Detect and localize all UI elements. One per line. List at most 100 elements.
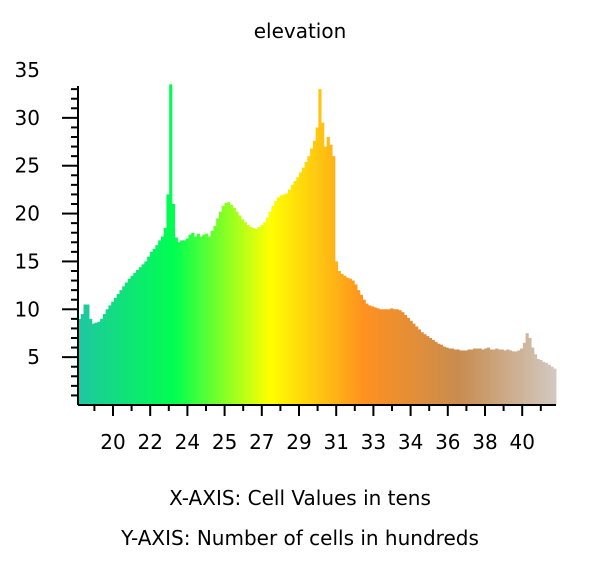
histogram-bar xyxy=(522,342,526,405)
y-tick-label: 25 xyxy=(15,154,40,178)
histogram-bar xyxy=(163,227,167,405)
histogram-bar xyxy=(274,201,278,405)
histogram-bar xyxy=(152,248,156,405)
histogram-bar xyxy=(329,144,333,405)
histogram-bar xyxy=(238,215,242,405)
histogram-bar xyxy=(144,261,148,405)
histogram-bar xyxy=(492,349,496,405)
x-tick-label: 25 xyxy=(212,430,237,454)
bars-group xyxy=(78,84,557,406)
histogram-bar xyxy=(180,240,184,405)
histogram-bar xyxy=(246,225,250,405)
histogram-bar xyxy=(323,146,328,405)
x-tick-label: 31 xyxy=(323,430,348,454)
histogram-bar xyxy=(373,307,377,405)
histogram-bar xyxy=(136,270,140,405)
histogram-bar xyxy=(97,321,101,405)
y-tick-label: 20 xyxy=(15,202,40,226)
histogram-bar xyxy=(149,251,153,405)
histogram-bar xyxy=(470,349,474,405)
histogram-bar xyxy=(426,336,430,405)
histogram-bar xyxy=(282,194,286,405)
histogram-bar xyxy=(271,205,275,405)
histogram-bar xyxy=(196,233,200,405)
histogram-bar xyxy=(218,211,223,405)
histogram-bar xyxy=(235,211,239,405)
histogram-bar xyxy=(252,227,256,405)
histogram-bar xyxy=(229,204,234,405)
histogram-bar xyxy=(221,205,225,405)
histogram-bar xyxy=(547,364,551,405)
histogram-bar xyxy=(539,360,543,405)
histogram-bar xyxy=(509,350,513,405)
histogram-bar xyxy=(287,189,292,405)
histogram-bar xyxy=(155,245,159,405)
histogram-bar xyxy=(340,273,344,405)
histogram-bar xyxy=(169,84,173,406)
histogram-bar xyxy=(224,203,228,405)
histogram-bar xyxy=(160,236,165,405)
histogram-bar xyxy=(401,312,405,405)
histogram-bar xyxy=(210,230,214,405)
histogram-bar xyxy=(268,211,272,405)
histogram-bar xyxy=(188,234,192,405)
histogram-bar xyxy=(412,323,416,405)
histogram-bar xyxy=(379,309,383,405)
histogram-bar xyxy=(307,156,311,405)
histogram-bar xyxy=(417,329,422,405)
histogram-bar xyxy=(348,278,352,405)
histogram-bar xyxy=(500,349,504,405)
histogram-bar xyxy=(542,361,546,405)
histogram-bar xyxy=(177,242,181,405)
x-tick-label: 40 xyxy=(509,430,534,454)
histogram-bar xyxy=(285,193,289,405)
histogram-bar xyxy=(531,347,535,405)
x-tick-label: 38 xyxy=(472,430,497,454)
histogram-bar xyxy=(301,167,305,405)
histogram-bar xyxy=(448,348,452,405)
histogram-bar xyxy=(108,305,112,405)
histogram-bar xyxy=(404,315,408,405)
histogram-bar xyxy=(489,349,493,405)
histogram-bar xyxy=(453,349,457,405)
histogram-bar xyxy=(406,317,410,405)
histogram-bar xyxy=(80,314,84,405)
histogram-bar xyxy=(119,290,123,405)
histogram-bar xyxy=(462,350,466,405)
histogram-bar xyxy=(194,236,198,405)
histogram-bar xyxy=(91,323,95,405)
histogram-bar xyxy=(346,277,350,405)
x-tick-label: 22 xyxy=(137,430,162,454)
histogram-bar xyxy=(111,301,115,405)
x-tick-label: 33 xyxy=(361,430,386,454)
x-tick-label: 24 xyxy=(175,430,200,454)
x-axis-label: X-AXIS: Cell Values in tens xyxy=(169,486,431,510)
histogram-bar xyxy=(83,304,87,405)
histogram-bar xyxy=(100,318,104,405)
histogram-bar xyxy=(174,237,178,405)
histogram-bar xyxy=(124,282,129,405)
histogram-bar xyxy=(370,306,375,405)
x-tick-label: 36 xyxy=(435,430,460,454)
histogram-bar xyxy=(312,140,317,405)
histogram-bar xyxy=(241,219,245,405)
histogram-bar xyxy=(326,137,330,405)
histogram-bar xyxy=(332,156,336,405)
histogram-bar xyxy=(227,202,231,405)
histogram-bar xyxy=(130,275,134,405)
histogram-bar xyxy=(451,348,455,405)
histogram-bar xyxy=(265,217,270,405)
histogram-bar xyxy=(381,309,386,405)
histogram-bar xyxy=(321,122,325,405)
histogram-bar xyxy=(127,278,131,405)
histogram-bar xyxy=(105,309,109,405)
histogram-bar xyxy=(387,309,391,405)
histogram-bar xyxy=(296,177,300,405)
histogram-bar xyxy=(392,309,397,405)
histogram-bar xyxy=(475,348,480,405)
histogram-bar xyxy=(315,127,319,406)
y-axis: 5 10 15 20 25 30 35 xyxy=(15,58,79,405)
histogram-bar xyxy=(437,343,441,405)
histogram-bar xyxy=(428,338,433,405)
